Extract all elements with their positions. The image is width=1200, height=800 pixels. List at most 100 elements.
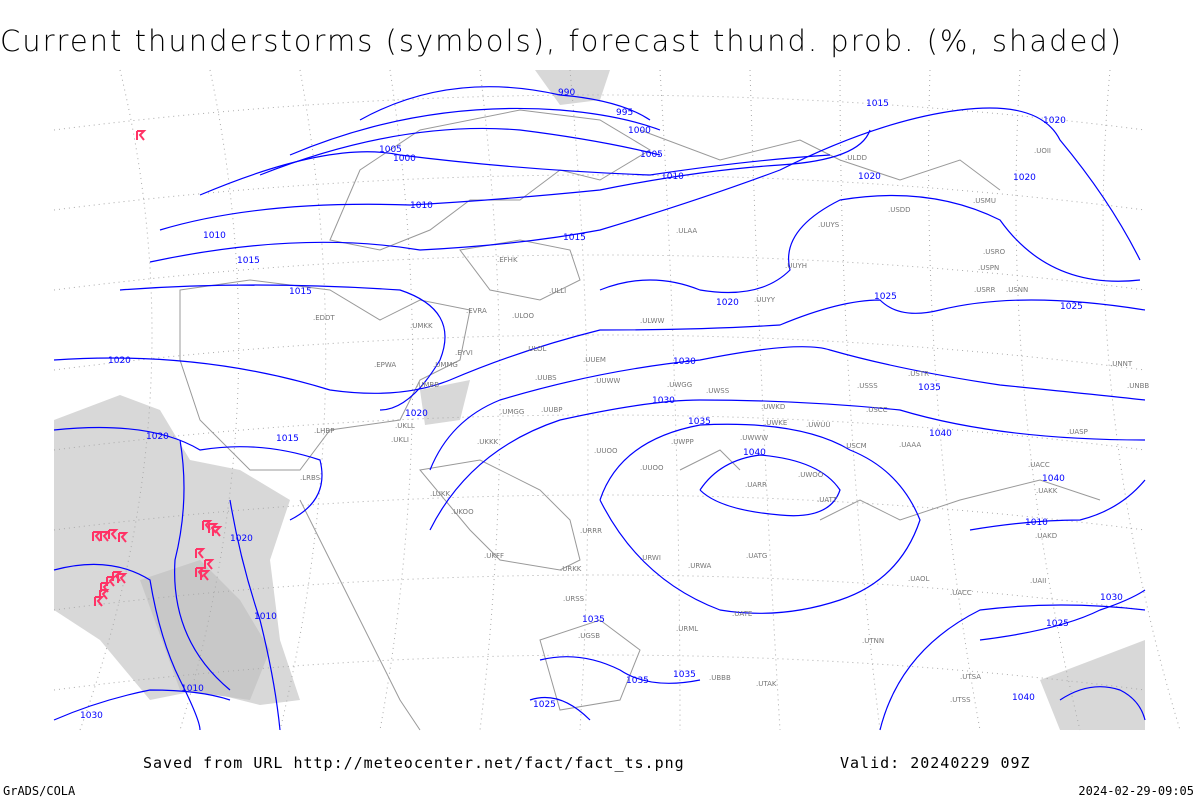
station-label: .UKLI bbox=[391, 436, 409, 444]
isobar-line bbox=[979, 589, 1146, 641]
station-label: .UUEM bbox=[583, 356, 606, 364]
station-label: .EFHK bbox=[497, 256, 518, 264]
station-label: .EDDT bbox=[313, 314, 335, 322]
coastline bbox=[419, 459, 581, 571]
station-label: .EVRA bbox=[466, 307, 487, 315]
station-label: .ULAA bbox=[676, 227, 697, 235]
station-label: .UKFF bbox=[484, 552, 504, 560]
station-label: .UTAK bbox=[756, 680, 777, 688]
isobar-line bbox=[879, 604, 1146, 731]
station-label: .UWKE bbox=[764, 419, 787, 427]
station-label: .UMKK bbox=[410, 322, 433, 330]
isobar-label: 1015 bbox=[866, 99, 889, 109]
station-label: .UWKD bbox=[761, 403, 785, 411]
station-label: .USRO bbox=[983, 248, 1006, 256]
station-label: .UMMG bbox=[433, 361, 458, 369]
isobar-label: 1030 bbox=[673, 357, 696, 367]
station-label: .UAOL bbox=[908, 575, 930, 583]
station-label: .UNNT bbox=[1110, 360, 1133, 368]
isobar-line bbox=[53, 346, 1146, 521]
isobar-line bbox=[174, 439, 231, 691]
station-label: .ULOO bbox=[512, 312, 535, 320]
station-label: .LHBP bbox=[314, 427, 334, 435]
station-label: .URSS bbox=[563, 595, 585, 603]
coastline bbox=[459, 239, 581, 301]
isobar-label: 1015 bbox=[276, 434, 299, 444]
meridian bbox=[1102, 69, 1181, 731]
isobar-label: 1040 bbox=[1012, 693, 1035, 703]
thunderstorm-icon bbox=[136, 130, 147, 141]
station-label: .USTR bbox=[908, 370, 929, 378]
meridian bbox=[928, 69, 981, 731]
station-label: .UAKK bbox=[1036, 487, 1058, 495]
isobar-label: 1020 bbox=[108, 356, 131, 366]
isobar-line bbox=[149, 107, 1141, 263]
station-label: .EYVI bbox=[455, 349, 473, 357]
isobar-label: 1020 bbox=[1043, 116, 1066, 126]
station-label: .URWI bbox=[640, 554, 661, 562]
isobar-line bbox=[53, 299, 1146, 394]
source-url: Saved from URL http://meteocenter.net/fa… bbox=[143, 754, 685, 772]
coastline bbox=[819, 479, 1101, 521]
isobar-line bbox=[699, 454, 841, 517]
probability-area bbox=[1040, 640, 1145, 730]
station-label: .ULLI bbox=[549, 287, 566, 295]
isobar-line bbox=[599, 423, 921, 614]
meridian bbox=[1015, 69, 1081, 731]
isobar-label: 1035 bbox=[918, 383, 941, 393]
isobar-label: 1035 bbox=[626, 676, 649, 686]
station-label: .UKLL bbox=[395, 422, 415, 430]
isobar-label: 1010 bbox=[181, 684, 204, 694]
isobar-line bbox=[199, 151, 831, 196]
station-label: .UACC bbox=[950, 589, 972, 597]
station-label: .UARR bbox=[745, 481, 767, 489]
meridian bbox=[479, 69, 501, 731]
isobar-label: 1020 bbox=[146, 432, 169, 442]
isobar-label: 1040 bbox=[743, 448, 766, 458]
map-title: Current thunderstorms (symbols), forecas… bbox=[0, 24, 1124, 58]
station-label: .USCM bbox=[844, 442, 867, 450]
station-label: .UUBP bbox=[541, 406, 563, 414]
isobar-label: 1005 bbox=[640, 150, 663, 160]
isobar-label: 1000 bbox=[393, 154, 416, 164]
probability-shading bbox=[54, 70, 1145, 730]
isobar-line bbox=[429, 399, 1146, 531]
isobar-label: 1005 bbox=[379, 145, 402, 155]
station-label: .UTNN bbox=[862, 637, 884, 645]
station-label: .UWSS bbox=[706, 387, 730, 395]
station-label: .UWGG bbox=[667, 381, 692, 389]
station-label: .UKKK bbox=[477, 438, 499, 446]
isobar-label: 1025 bbox=[533, 700, 556, 710]
station-label: .UMGG bbox=[500, 408, 524, 416]
generated-timestamp: 2024-02-29-09:05 bbox=[1078, 784, 1194, 798]
coastlines-borders bbox=[179, 109, 1101, 731]
station-label: .UASP bbox=[1067, 428, 1088, 436]
station-label: .UUYY bbox=[754, 296, 776, 304]
coastline bbox=[179, 279, 471, 471]
isobar-label: 1020 bbox=[230, 534, 253, 544]
isobar-line bbox=[53, 563, 201, 731]
isobar-line bbox=[289, 107, 661, 156]
station-label: .UUYS bbox=[818, 221, 840, 229]
thunderstorm-icon bbox=[100, 531, 111, 542]
isobar-label: 1035 bbox=[688, 417, 711, 427]
station-label: .UNBB bbox=[1127, 382, 1149, 390]
coastline bbox=[329, 109, 651, 251]
station-label: .EPWA bbox=[374, 361, 396, 369]
thunderstorm-icon bbox=[92, 531, 103, 542]
meridian bbox=[839, 69, 881, 731]
thunderstorm-icon bbox=[200, 570, 211, 581]
isobar-line bbox=[53, 689, 231, 721]
thunderstorm-icon bbox=[117, 573, 128, 584]
station-label: .UUBS bbox=[535, 374, 557, 382]
station-label: .UACC bbox=[1028, 461, 1050, 469]
isobar-label: 1010 bbox=[661, 172, 684, 182]
station-label: .UUWW bbox=[594, 377, 620, 385]
isobars bbox=[53, 86, 1146, 731]
station-label: .USPN bbox=[978, 264, 999, 272]
station-label: .UWWW bbox=[740, 434, 768, 442]
station-label: .UATT bbox=[817, 496, 838, 504]
isobar-label: 1010 bbox=[203, 231, 226, 241]
